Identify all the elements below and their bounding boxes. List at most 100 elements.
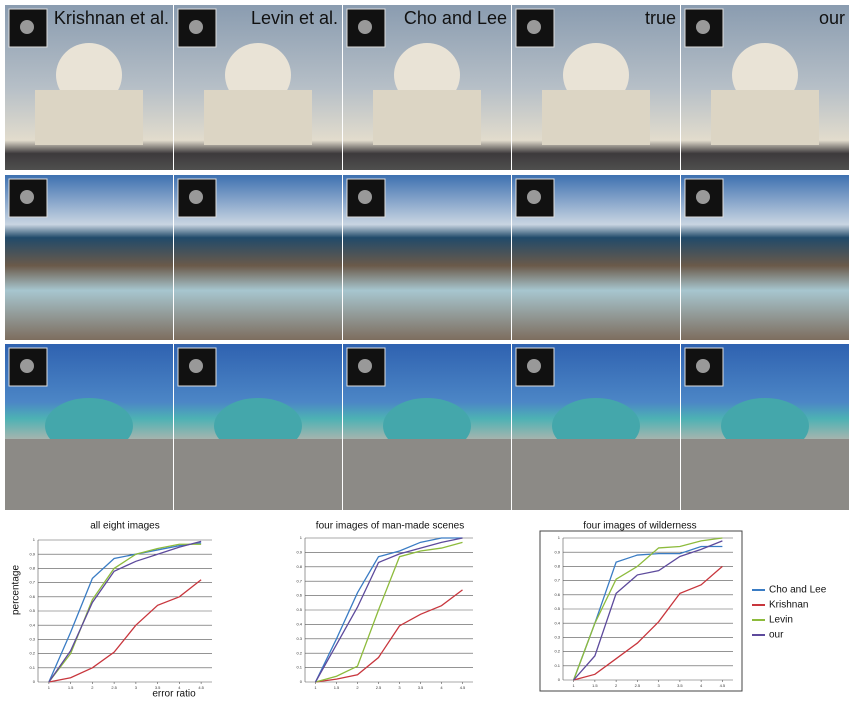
- y-tick-label: 0.7: [554, 578, 560, 583]
- y-tick-label: 0.3: [296, 636, 302, 641]
- y-tick-label: 0.1: [296, 665, 302, 670]
- x-tick-label: 2.5: [376, 685, 382, 690]
- y-tick-label: 0.8: [29, 565, 35, 570]
- building: [204, 90, 312, 145]
- kernel-blob: [358, 359, 372, 373]
- y-tick-label: 0.2: [29, 651, 35, 656]
- y-tick-label: 0.3: [554, 634, 560, 639]
- building: [5, 439, 173, 510]
- x-tick-label: 1.5: [334, 685, 340, 690]
- x-tick-label: 3: [135, 685, 138, 690]
- building: [711, 90, 819, 145]
- kernel-blob: [20, 359, 34, 373]
- column-label: our: [819, 8, 845, 28]
- kernel-blob: [189, 190, 203, 204]
- y-tick-label: 0.9: [29, 551, 35, 556]
- kernel-blob: [696, 359, 710, 373]
- y-tick-label: 0.3: [29, 636, 35, 641]
- y-tick-label: 0: [300, 679, 303, 684]
- kernel-blob: [20, 190, 34, 204]
- y-tick-label: 0.1: [29, 665, 35, 670]
- kernel-blob: [20, 20, 34, 34]
- kernel-blob: [527, 359, 541, 373]
- x-tick-label: 3.5: [418, 685, 424, 690]
- x-tick-label: 2.5: [111, 685, 117, 690]
- series-line: [49, 544, 201, 682]
- kernel-blob: [189, 359, 203, 373]
- kernel-blob: [189, 20, 203, 34]
- column-label: true: [645, 8, 676, 28]
- x-tick-label: 2: [91, 685, 94, 690]
- series-line: [574, 541, 723, 680]
- series-line: [49, 541, 201, 682]
- kernel-blob: [527, 190, 541, 204]
- y-tick-label: 0: [558, 677, 561, 682]
- y-tick-label: 0.9: [554, 549, 560, 554]
- y-tick-label: 0.4: [296, 621, 302, 626]
- building: [512, 439, 680, 510]
- x-tick-label: 4: [440, 685, 443, 690]
- y-tick-label: 0.2: [554, 649, 560, 654]
- y-tick-label: 0.6: [29, 594, 35, 599]
- x-tick-label: 4.5: [460, 685, 466, 690]
- chart-title: all eight images: [90, 521, 159, 532]
- chart-title: four images of wilderness: [583, 521, 696, 532]
- kernel-blob: [696, 20, 710, 34]
- image-grid: Krishnan et al. Levin et al. Cho and Lee tr…: [5, 5, 849, 510]
- y-tick-label: 0.5: [29, 608, 35, 613]
- y-tick-label: 0.1: [554, 663, 560, 668]
- x-tick-label: 1: [314, 685, 317, 690]
- series-line: [316, 542, 463, 682]
- legend-label: Krishnan: [769, 600, 808, 611]
- y-tick-label: 0.8: [554, 563, 560, 568]
- legend-label: Levin: [769, 615, 793, 626]
- y-tick-label: 0.4: [554, 620, 560, 625]
- y-tick-label: 0.7: [296, 578, 302, 583]
- x-tick-label: 1.5: [68, 685, 74, 690]
- kernel-blob: [527, 20, 541, 34]
- x-tick-label: 3: [398, 685, 401, 690]
- x-tick-label: 3.5: [677, 683, 683, 688]
- y-tick-label: 0.7: [29, 580, 35, 585]
- column-label: Krishnan et al.: [54, 8, 169, 28]
- x-tick-label: 4.5: [198, 685, 204, 690]
- x-tick-label: 2: [356, 685, 359, 690]
- y-tick-label: 1: [33, 537, 36, 542]
- legend-label: our: [769, 630, 784, 641]
- building: [35, 90, 143, 145]
- y-axis-label: percentage: [11, 565, 22, 615]
- x-tick-label: 3: [658, 683, 661, 688]
- x-tick-label: 1: [573, 683, 576, 688]
- y-tick-label: 0.9: [296, 549, 302, 554]
- x-tick-label: 4: [700, 683, 703, 688]
- figure: Krishnan et al. Levin et al. Cho and Lee tr…: [0, 0, 850, 701]
- x-tick-label: 2.5: [635, 683, 641, 688]
- building: [373, 90, 481, 145]
- x-tick-label: 2: [615, 683, 618, 688]
- y-tick-label: 0.5: [296, 607, 302, 612]
- y-tick-label: 0.6: [296, 593, 302, 598]
- x-tick-label: 1.5: [592, 683, 598, 688]
- y-tick-label: 0.4: [29, 622, 35, 627]
- kernel-blob: [358, 190, 372, 204]
- y-tick-label: 0.2: [296, 650, 302, 655]
- kernel-blob: [696, 190, 710, 204]
- charts: all eight images 0 0.1 0.2 0.3 0.4 0.5 0.6 0.7 0.…: [11, 521, 827, 700]
- building: [542, 90, 650, 145]
- series-line: [49, 543, 201, 682]
- column-label: Levin et al.: [251, 8, 338, 28]
- y-tick-label: 1: [558, 535, 561, 540]
- column-label: Cho and Lee: [404, 8, 507, 28]
- x-tick-label: 1: [48, 685, 51, 690]
- x-tick-label: 4.5: [720, 683, 726, 688]
- x-axis-label: error ratio: [152, 689, 196, 700]
- y-tick-label: 0.8: [296, 564, 302, 569]
- legend-label: Cho and Lee: [769, 585, 827, 596]
- building: [681, 439, 849, 510]
- kernel-blob: [358, 20, 372, 34]
- y-tick-label: 1: [300, 535, 303, 540]
- y-tick-label: 0.6: [554, 592, 560, 597]
- y-tick-label: 0.5: [554, 606, 560, 611]
- chart-title: four images of man-made scenes: [316, 521, 464, 532]
- building: [174, 439, 342, 510]
